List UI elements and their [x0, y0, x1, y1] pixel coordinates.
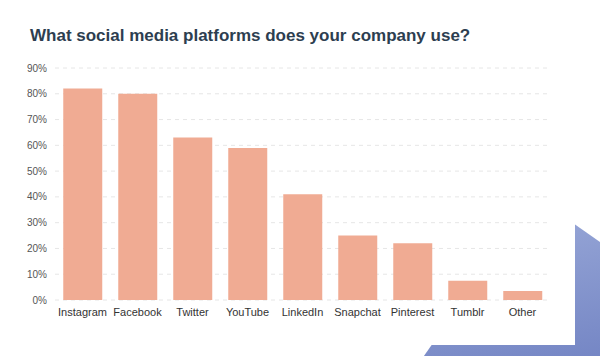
svg-text:Pinterest: Pinterest [391, 306, 434, 318]
svg-text:60%: 60% [27, 140, 47, 151]
svg-text:LinkedIn: LinkedIn [282, 306, 324, 318]
svg-text:Snapchat: Snapchat [334, 306, 380, 318]
svg-text:Twitter: Twitter [176, 306, 209, 318]
svg-text:Other: Other [509, 306, 537, 318]
svg-text:50%: 50% [27, 166, 47, 177]
svg-text:20%: 20% [27, 243, 47, 254]
svg-text:40%: 40% [27, 191, 47, 202]
svg-text:Instagram: Instagram [58, 306, 107, 318]
svg-text:30%: 30% [27, 217, 47, 228]
svg-text:80%: 80% [27, 88, 47, 99]
svg-text:Facebook: Facebook [113, 306, 162, 318]
html-text:What social media platforms do: What social media platforms does your co… [30, 26, 471, 45]
svg-text:Tumblr: Tumblr [451, 306, 485, 318]
svg-text:70%: 70% [27, 114, 47, 125]
svg-text:90%: 90% [27, 63, 47, 74]
svg-text:YouTube: YouTube [226, 306, 269, 318]
svg-text:10%: 10% [27, 269, 47, 280]
svg-text:0%: 0% [33, 295, 48, 306]
